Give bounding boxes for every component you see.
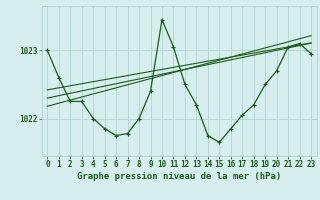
X-axis label: Graphe pression niveau de la mer (hPa): Graphe pression niveau de la mer (hPa)	[77, 172, 281, 181]
